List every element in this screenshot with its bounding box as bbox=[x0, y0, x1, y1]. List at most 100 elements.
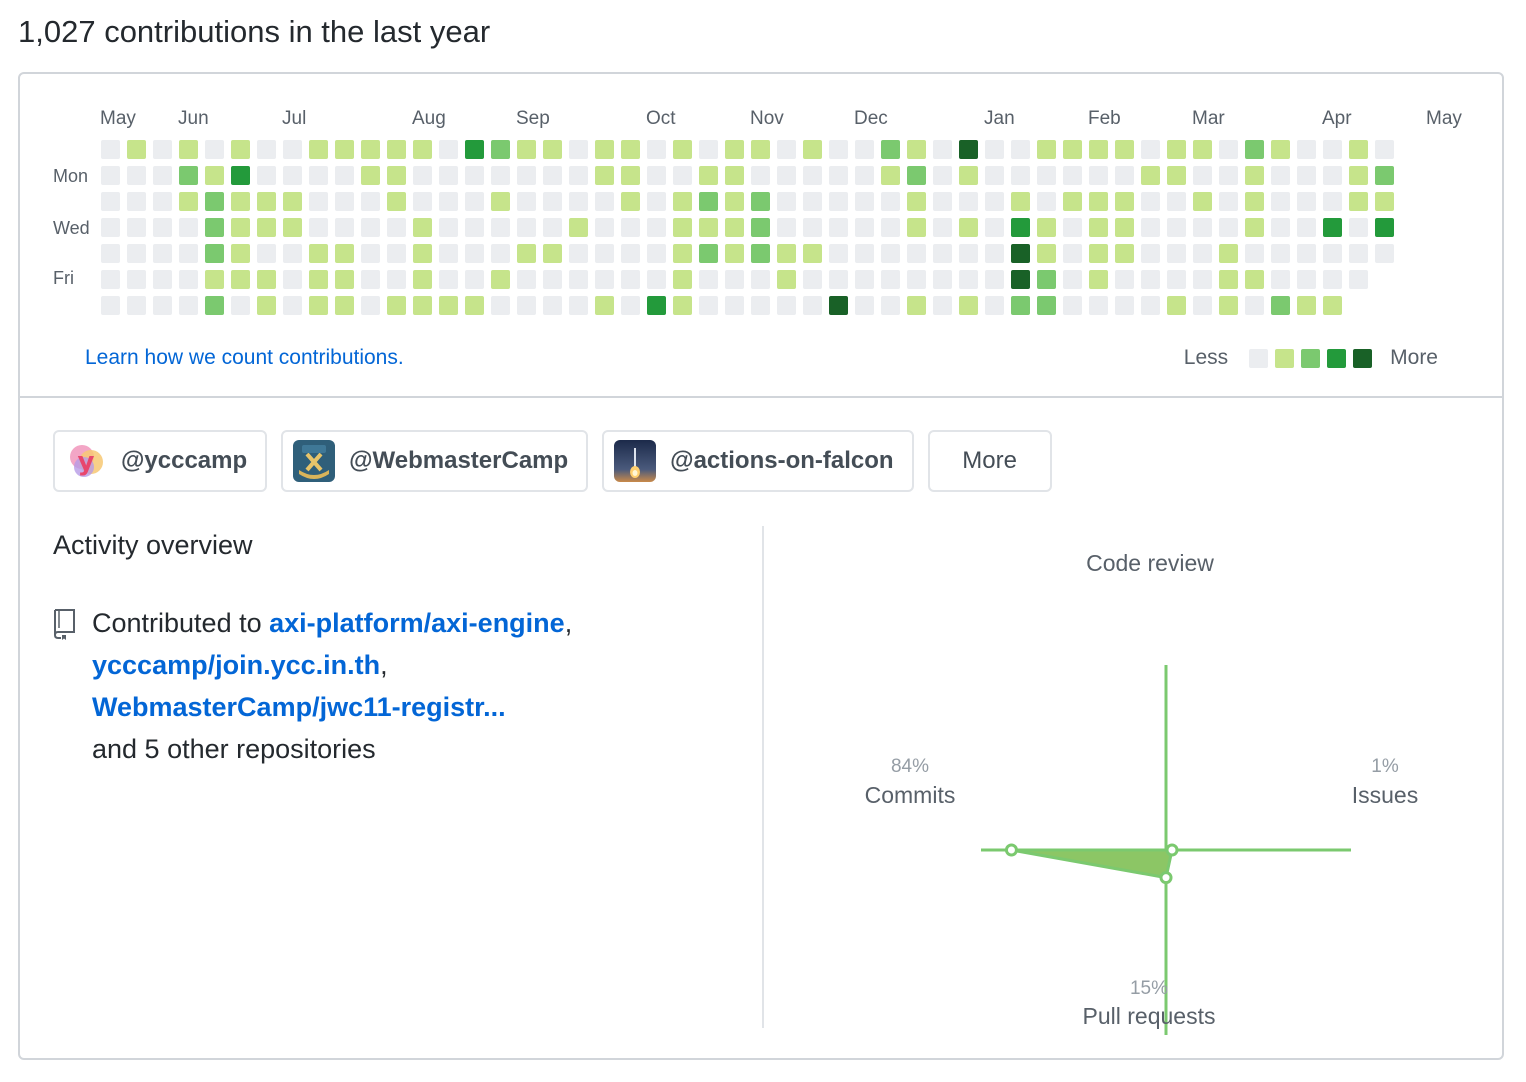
contribution-day[interactable] bbox=[1115, 270, 1134, 289]
contribution-day[interactable] bbox=[751, 218, 770, 237]
contribution-day[interactable] bbox=[803, 166, 822, 185]
contribution-day[interactable] bbox=[465, 140, 484, 159]
contribution-day[interactable] bbox=[257, 192, 276, 211]
contribution-day[interactable] bbox=[1115, 218, 1134, 237]
contribution-day[interactable] bbox=[1219, 218, 1238, 237]
contribution-day[interactable] bbox=[673, 192, 692, 211]
contribution-day[interactable] bbox=[1219, 166, 1238, 185]
contribution-day[interactable] bbox=[1011, 270, 1030, 289]
contribution-day[interactable] bbox=[153, 166, 172, 185]
contribution-day[interactable] bbox=[699, 166, 718, 185]
contribution-day[interactable] bbox=[465, 218, 484, 237]
contribution-day[interactable] bbox=[569, 296, 588, 315]
contribution-day[interactable] bbox=[1297, 270, 1316, 289]
contribution-day[interactable] bbox=[855, 192, 874, 211]
contribution-day[interactable] bbox=[283, 140, 302, 159]
contribution-day[interactable] bbox=[907, 244, 926, 263]
contribution-day[interactable] bbox=[127, 296, 146, 315]
contribution-day[interactable] bbox=[959, 296, 978, 315]
contribution-day[interactable] bbox=[569, 140, 588, 159]
contribution-day[interactable] bbox=[595, 192, 614, 211]
contribution-day[interactable] bbox=[699, 296, 718, 315]
contribution-day[interactable] bbox=[1141, 218, 1160, 237]
contribution-day[interactable] bbox=[309, 140, 328, 159]
contribution-day[interactable] bbox=[933, 140, 952, 159]
contribution-day[interactable] bbox=[881, 166, 900, 185]
contribution-day[interactable] bbox=[1089, 270, 1108, 289]
contribution-day[interactable] bbox=[231, 166, 250, 185]
contribution-day[interactable] bbox=[803, 270, 822, 289]
contribution-day[interactable] bbox=[595, 244, 614, 263]
contribution-day[interactable] bbox=[985, 192, 1004, 211]
contribution-day[interactable] bbox=[335, 218, 354, 237]
contribution-day[interactable] bbox=[1063, 296, 1082, 315]
contribution-day[interactable] bbox=[439, 218, 458, 237]
contribution-day[interactable] bbox=[933, 166, 952, 185]
contribution-day[interactable] bbox=[985, 140, 1004, 159]
contribution-day[interactable] bbox=[647, 270, 666, 289]
contribution-day[interactable] bbox=[205, 166, 224, 185]
contribution-day[interactable] bbox=[179, 192, 198, 211]
contribution-day[interactable] bbox=[725, 166, 744, 185]
contribution-day[interactable] bbox=[1011, 218, 1030, 237]
contribution-day[interactable] bbox=[179, 166, 198, 185]
contribution-day[interactable] bbox=[959, 270, 978, 289]
contribution-day[interactable] bbox=[621, 192, 640, 211]
contribution-day[interactable] bbox=[1297, 218, 1316, 237]
contribution-day[interactable] bbox=[1193, 166, 1212, 185]
contribution-day[interactable] bbox=[829, 218, 848, 237]
contribution-day[interactable] bbox=[1063, 192, 1082, 211]
contribution-day[interactable] bbox=[1167, 192, 1186, 211]
contribution-day[interactable] bbox=[387, 218, 406, 237]
contribution-day[interactable] bbox=[1011, 166, 1030, 185]
contribution-day[interactable] bbox=[439, 296, 458, 315]
contribution-day[interactable] bbox=[465, 270, 484, 289]
contribution-day[interactable] bbox=[803, 218, 822, 237]
contribution-day[interactable] bbox=[1271, 244, 1290, 263]
contribution-day[interactable] bbox=[309, 296, 328, 315]
contribution-day[interactable] bbox=[1011, 244, 1030, 263]
contribution-day[interactable] bbox=[1167, 296, 1186, 315]
contribution-day[interactable] bbox=[777, 296, 796, 315]
contribution-day[interactable] bbox=[309, 192, 328, 211]
contribution-day[interactable] bbox=[1245, 218, 1264, 237]
contribution-day[interactable] bbox=[1323, 192, 1342, 211]
contribution-day[interactable] bbox=[1323, 296, 1342, 315]
contribution-day[interactable] bbox=[647, 166, 666, 185]
contribution-day[interactable] bbox=[1297, 140, 1316, 159]
contribution-day[interactable] bbox=[933, 218, 952, 237]
contribution-day[interactable] bbox=[205, 140, 224, 159]
contribution-day[interactable] bbox=[413, 296, 432, 315]
contribution-day[interactable] bbox=[101, 296, 120, 315]
contribution-day[interactable] bbox=[1323, 218, 1342, 237]
contribution-day[interactable] bbox=[907, 140, 926, 159]
contribution-day[interactable] bbox=[543, 192, 562, 211]
contribution-day[interactable] bbox=[1193, 218, 1212, 237]
contribution-day[interactable] bbox=[1271, 166, 1290, 185]
contribution-day[interactable] bbox=[647, 140, 666, 159]
contribution-day[interactable] bbox=[1167, 166, 1186, 185]
contribution-day[interactable] bbox=[413, 270, 432, 289]
contribution-day[interactable] bbox=[543, 244, 562, 263]
contribution-day[interactable] bbox=[1141, 192, 1160, 211]
contribution-day[interactable] bbox=[387, 192, 406, 211]
contribution-day[interactable] bbox=[777, 166, 796, 185]
contribution-day[interactable] bbox=[257, 270, 276, 289]
contribution-day[interactable] bbox=[1349, 166, 1368, 185]
contribution-day[interactable] bbox=[1037, 270, 1056, 289]
contribution-day[interactable] bbox=[1375, 244, 1394, 263]
contribution-day[interactable] bbox=[673, 244, 692, 263]
contribution-day[interactable] bbox=[439, 244, 458, 263]
contribution-day[interactable] bbox=[1037, 140, 1056, 159]
contribution-day[interactable] bbox=[127, 166, 146, 185]
contribution-day[interactable] bbox=[985, 218, 1004, 237]
contribution-day[interactable] bbox=[439, 166, 458, 185]
contribution-day[interactable] bbox=[491, 218, 510, 237]
contribution-day[interactable] bbox=[1141, 270, 1160, 289]
contribution-day[interactable] bbox=[283, 296, 302, 315]
contribution-day[interactable] bbox=[1245, 270, 1264, 289]
contribution-day[interactable] bbox=[439, 192, 458, 211]
contribution-day[interactable] bbox=[1037, 296, 1056, 315]
contribution-day[interactable] bbox=[1115, 244, 1134, 263]
contribution-day[interactable] bbox=[959, 140, 978, 159]
